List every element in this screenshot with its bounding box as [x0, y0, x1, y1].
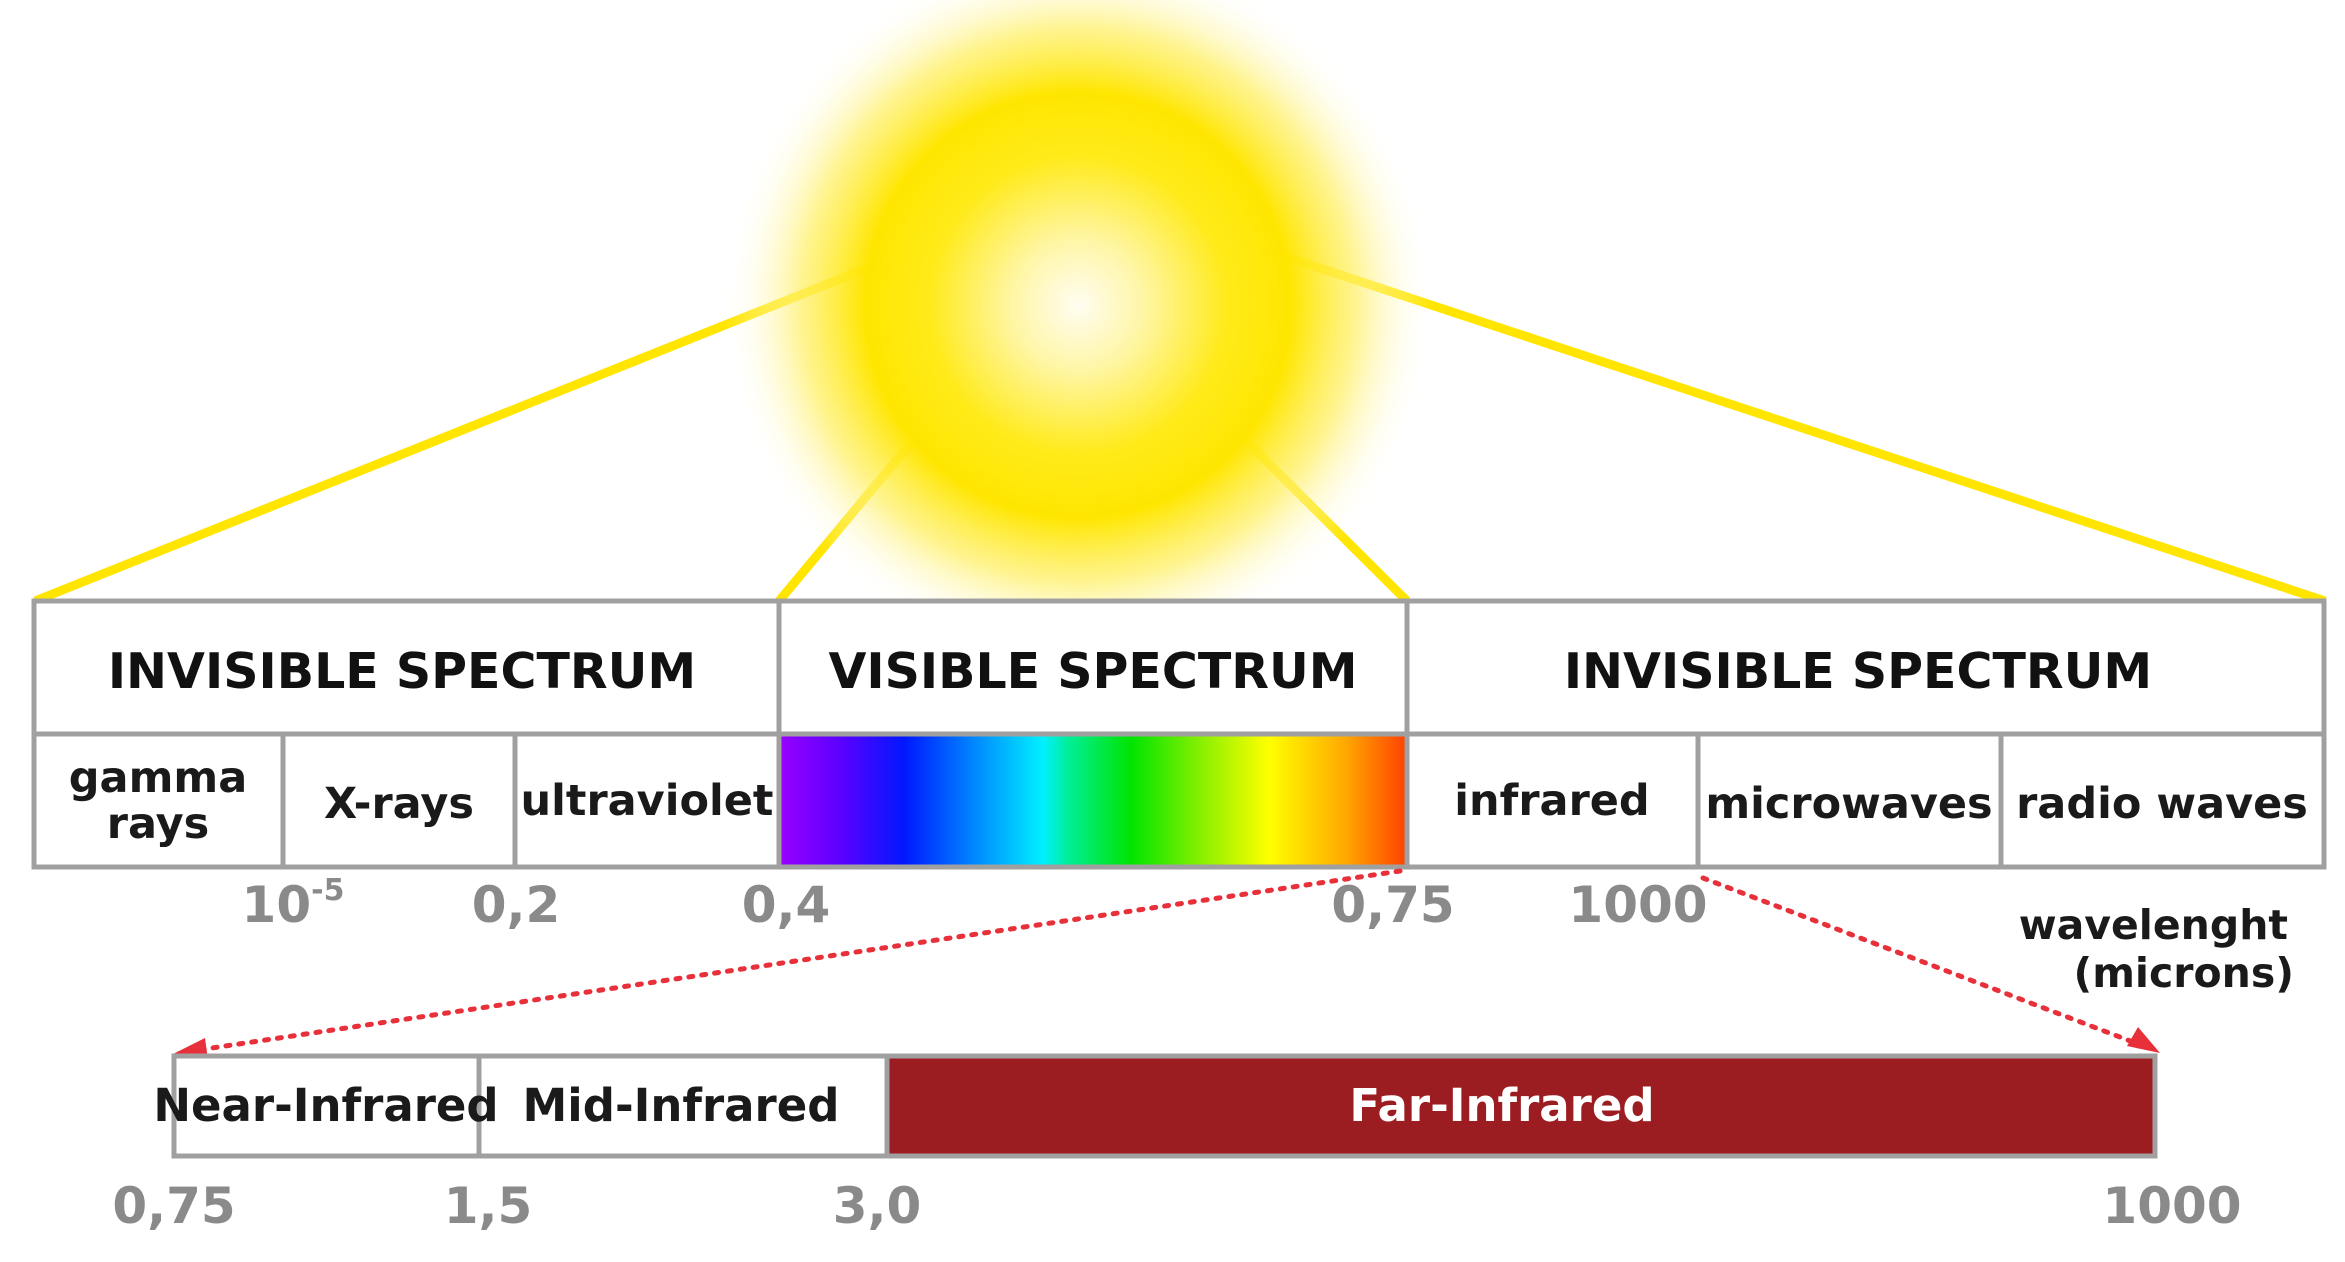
sun-icon — [723, 0, 1433, 660]
tick-10e-5: 10-5 — [242, 873, 345, 934]
ultraviolet-cell — [512, 731, 782, 870]
mid-infrared-cell — [476, 1053, 890, 1159]
gamma-rays-cell — [31, 731, 286, 870]
infrared-label: infrared — [1454, 776, 1649, 826]
tick-0-75: 0,75 — [1331, 876, 1454, 934]
zoom-arrow-right — [1700, 875, 2149, 1050]
gamma-rays-label-line1: gamma — [69, 753, 247, 803]
zoom-arrow-left — [182, 868, 1403, 1056]
tick-0-2: 0,2 — [472, 876, 561, 934]
ultraviolet-label: ultraviolet — [521, 776, 774, 826]
wavelength-unit-line1: wavelenght — [2019, 901, 2288, 949]
microwaves-label: microwaves — [1705, 779, 1992, 829]
radio-waves-label: radio waves — [2016, 779, 2308, 829]
arrow-head-right-icon — [2127, 1027, 2160, 1053]
ir-tick-0-75: 0,75 — [112, 1177, 235, 1235]
visible-gradient-bar — [776, 731, 1410, 870]
far-infrared-cell — [884, 1053, 2158, 1159]
invisible-left-header-box — [31, 598, 782, 737]
band-row — [31, 731, 2327, 870]
wavelength-unit-line2: (microns) — [2073, 949, 2294, 997]
ir-tick-1000: 1000 — [2102, 1177, 2241, 1235]
xrays-label: X-rays — [324, 779, 474, 829]
mid-infrared-label: Mid-Infrared — [523, 1079, 840, 1132]
radio-waves-cell — [1998, 731, 2327, 870]
invisible-spectrum-left-label: INVISIBLE SPECTRUM — [108, 643, 696, 700]
invisible-right-header-box — [1404, 598, 2327, 737]
gamma-rays-label-line2: rays — [107, 799, 210, 849]
far-infrared-label: Far-Infrared — [1349, 1079, 1654, 1132]
infrared-detail-bar — [171, 1053, 2158, 1159]
invisible-spectrum-right-label: INVISIBLE SPECTRUM — [1564, 643, 2152, 700]
ir-tick-1-5: 1,5 — [444, 1177, 533, 1235]
tick-0-4: 0,4 — [742, 876, 831, 934]
near-infrared-label: Near-Infrared — [153, 1079, 498, 1132]
visible-spectrum-label: VISIBLE SPECTRUM — [828, 643, 1357, 700]
ir-tick-3-0: 3,0 — [833, 1177, 922, 1235]
tick-1000: 1000 — [1568, 876, 1707, 934]
